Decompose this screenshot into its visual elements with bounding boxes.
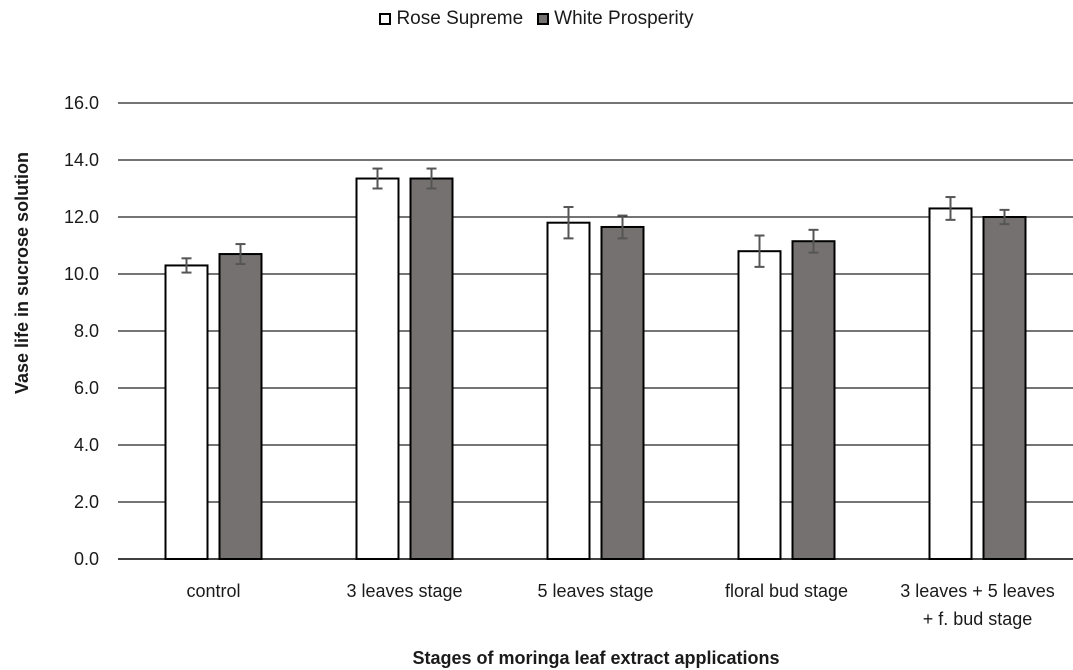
- bar-rose-supreme: [164, 264, 209, 560]
- legend: Rose Supreme White Prosperity: [0, 8, 1073, 30]
- legend-item-white-prosperity: White Prosperity: [537, 8, 694, 30]
- y-tick-label: 8.0: [74, 321, 99, 341]
- y-tick-label: 12.0: [64, 207, 99, 227]
- x-tick-label: 3 leaves stage: [346, 581, 462, 601]
- y-tick-label: 16.0: [64, 93, 99, 113]
- x-tick-label: control: [186, 581, 240, 601]
- x-axis-tick-labels: control 3 leaves stage 5 leaves stage flora…: [186, 581, 1054, 629]
- x-tick-label: 3 leaves + 5 leaves: [900, 581, 1055, 601]
- bars: [164, 177, 1027, 561]
- error-bar: [181, 257, 192, 274]
- y-tick-label: 0.0: [74, 549, 99, 569]
- bar-rose-supreme: [355, 177, 400, 560]
- error-bar: [945, 196, 956, 221]
- error-bar: [235, 243, 246, 266]
- error-bar: [372, 167, 383, 190]
- y-tick-label: 6.0: [74, 378, 99, 398]
- bar-rose-supreme: [737, 250, 782, 560]
- y-axis-tick-labels: 0.0 2.0 4.0 6.0 8.0 10.0 12.0 14.0 16.0: [64, 93, 99, 569]
- error-bar: [999, 208, 1010, 226]
- x-axis-title: Stages of moringa leaf extract applicati…: [412, 648, 779, 668]
- error-bar: [808, 228, 819, 254]
- y-tick-label: 4.0: [74, 435, 99, 455]
- error-bar: [617, 214, 628, 240]
- x-tick-label: + f. bud stage: [923, 609, 1033, 629]
- x-tick-label: floral bud stage: [725, 581, 848, 601]
- error-bar: [754, 234, 765, 268]
- bar-white-prosperity: [218, 253, 263, 561]
- bar-white-prosperity: [982, 216, 1027, 560]
- gridlines: [118, 102, 1073, 560]
- x-tick-label: 5 leaves stage: [537, 581, 653, 601]
- legend-label-rose-supreme: Rose Supreme: [396, 8, 524, 29]
- bar-white-prosperity: [409, 177, 454, 560]
- legend-item-rose-supreme: Rose Supreme: [379, 8, 523, 30]
- error-bar: [426, 167, 437, 190]
- bar-rose-supreme: [928, 207, 973, 560]
- bar-white-prosperity: [791, 240, 836, 560]
- y-tick-label: 10.0: [64, 264, 99, 284]
- y-axis-title: Vase life in sucrose solution: [12, 152, 32, 394]
- error-bars: [181, 167, 1010, 274]
- legend-swatch-rose-supreme: [379, 13, 392, 25]
- bar-white-prosperity: [600, 225, 645, 560]
- legend-label-white-prosperity: White Prosperity: [554, 8, 694, 29]
- y-tick-label: 14.0: [64, 150, 99, 170]
- y-tick-label: 2.0: [74, 492, 99, 512]
- legend-swatch-white-prosperity: [537, 13, 550, 25]
- bar-rose-supreme: [546, 221, 591, 560]
- error-bar: [563, 206, 574, 240]
